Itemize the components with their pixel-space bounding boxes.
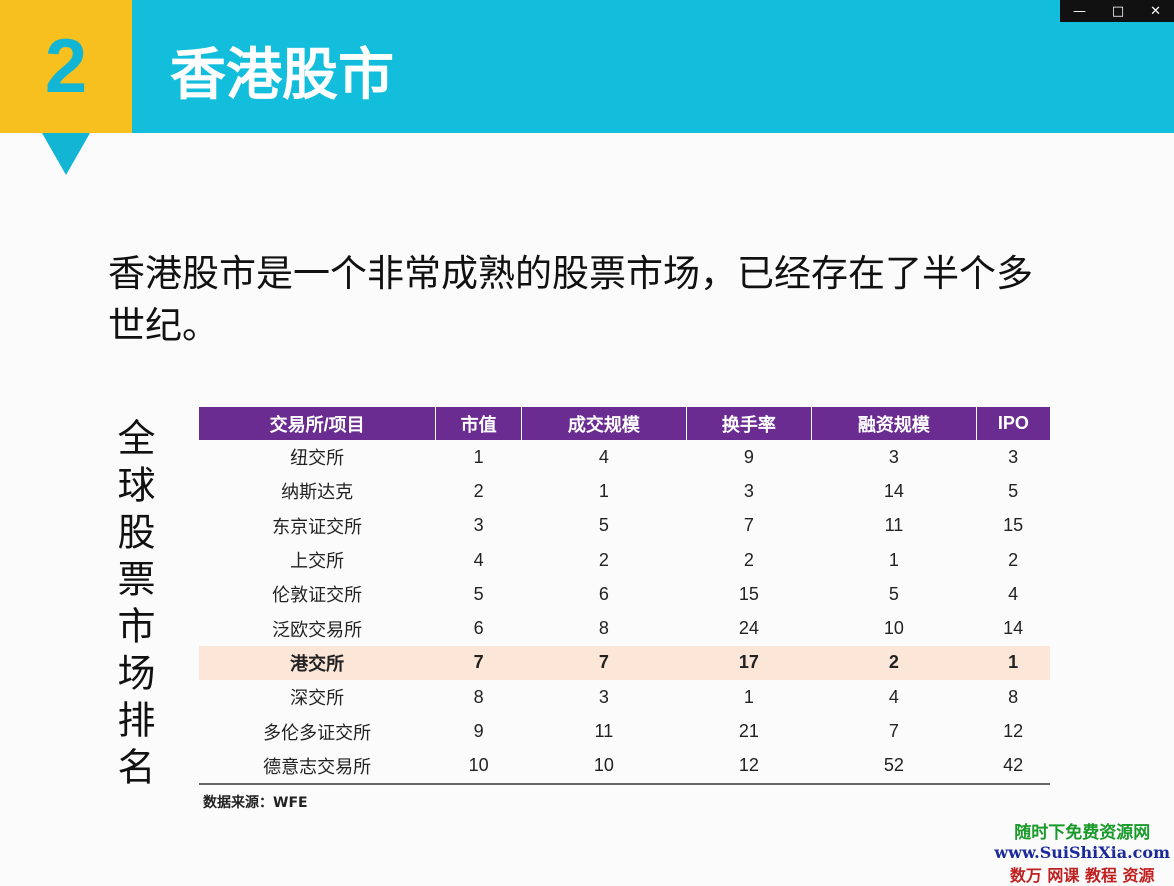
rank-cell: 1 (598, 480, 609, 501)
title-bar (132, 0, 1174, 133)
rank-cell: 5 (888, 583, 899, 604)
rank-cell: 14 (1003, 618, 1024, 639)
rank-cell: 21 (738, 721, 759, 742)
rank-cell: 2 (598, 549, 609, 570)
ranking-table: 交易所/项目 市值 成交规模 换手率 融资规模 IPO 纽交所 1 4 9 3 3 纳斯达克 2 1 3 14 5… (197, 407, 1051, 785)
close-button[interactable]: ✕ (1150, 3, 1161, 19)
exchange-cell: 多伦多证交所 (263, 722, 372, 743)
exchange-cell: 上交所 (290, 551, 345, 572)
rank-cell: 4 (888, 686, 899, 707)
exchange-cell: 纽交所 (290, 448, 345, 469)
column-header: 交易所/项目 (197, 407, 436, 440)
minimize-button[interactable]: — (1072, 3, 1086, 19)
rank-cell: 2 (473, 480, 484, 501)
column-header: 成交规模 (520, 407, 687, 440)
rank-cell: 1 (888, 549, 899, 570)
title: 香港股市 (170, 43, 394, 108)
rank-cell: 9 (473, 721, 484, 742)
rank-cell: 6 (473, 618, 484, 639)
rank-cell: 17 (686, 645, 812, 681)
rank-cell: 1 (976, 645, 1050, 681)
exchange-cell: 港交所 (198, 645, 436, 681)
table-row: 纳斯达克 2 1 3 14 5 (199, 474, 1051, 508)
column-header: 换手率 (685, 407, 812, 440)
rank-cell: 11 (594, 721, 614, 742)
window-controls: — □ ✕ (1060, 0, 1174, 22)
rank-cell: 3 (888, 446, 899, 467)
section-number: 2 (44, 24, 88, 109)
header-row: 交易所/项目 市值 成交规模 换手率 融资规模 IPO (197, 407, 1050, 440)
table-row: 伦敦证交所 5 6 15 5 4 (199, 577, 1051, 611)
rank-cell: 2 (743, 549, 754, 570)
rank-cell: 10 (468, 755, 489, 776)
rank-cell: 24 (738, 618, 759, 639)
source-note: 数据来源：WFE (203, 795, 308, 811)
column-header: 市值 (435, 407, 522, 440)
exchange-cell: 伦敦证交所 (272, 585, 363, 606)
rank-cell: 1 (743, 686, 754, 707)
number-box (0, 0, 132, 133)
rank-cell: 8 (1008, 686, 1019, 707)
rank-cell: 10 (883, 618, 904, 639)
exchange-cell: 纳斯达克 (281, 482, 354, 503)
exchange-cell: 深交所 (290, 688, 345, 709)
body-text: 香港股市是一个非常成熟的股票市场，已经存在了半个多世纪。 (108, 252, 1033, 347)
rank-cell: 10 (593, 755, 614, 776)
rank-cell: 3 (473, 515, 484, 536)
rank-cell: 15 (738, 583, 759, 604)
rank-cell: 52 (883, 755, 904, 776)
rank-cell: 7 (435, 645, 522, 681)
rank-cell: 4 (1008, 583, 1019, 604)
rank-cell: 2 (1008, 549, 1019, 570)
rank-cell: 12 (1003, 721, 1024, 742)
rank-cell: 7 (743, 515, 754, 536)
rank-cell: 5 (473, 583, 484, 604)
rank-cell: 3 (598, 686, 609, 707)
rank-cell: 9 (743, 446, 754, 467)
maximize-button[interactable]: □ (1111, 3, 1125, 19)
rank-cell: 3 (1008, 446, 1019, 467)
pointer (42, 133, 90, 175)
rank-cell: 7 (521, 645, 687, 681)
watermark-line: www.SuiShiXia.com (994, 843, 1170, 862)
table-row: 纽交所 1 4 9 3 3 (199, 440, 1051, 474)
watermark-line: 数万 网课 教程 资源 (1009, 866, 1155, 885)
rank-cell: 7 (888, 721, 899, 742)
rank-cell: 42 (1003, 755, 1024, 776)
rank-cell: 8 (598, 618, 609, 639)
rank-cell: 4 (598, 446, 609, 467)
rank-cell: 2 (811, 645, 977, 681)
rank-cell: 6 (598, 583, 609, 604)
exchange-cell: 德意志交易所 (263, 756, 372, 777)
table-row: 上交所 4 2 2 1 2 (199, 543, 1051, 577)
rank-cell: 4 (473, 549, 484, 570)
column-header: IPO (975, 407, 1050, 440)
table-row: 多伦多证交所 9 11 21 7 12 (199, 714, 1051, 748)
side-label: 全球股票市场排名 (111, 418, 155, 794)
rank-cell: 8 (473, 686, 484, 707)
table-row: 东京证交所 3 5 7 11 15 (199, 509, 1051, 543)
rank-cell: 5 (598, 515, 609, 536)
rank-cell: 11 (884, 515, 904, 536)
rank-cell: 12 (738, 755, 759, 776)
rank-cell: 15 (1003, 515, 1024, 536)
column-header: 融资规模 (811, 407, 977, 440)
watermark: 随时下免费资源网 www.SuiShiXia.com 数万 网课 教程 资源 (994, 818, 1170, 886)
exchange-cell: 东京证交所 (272, 516, 363, 537)
table-row: 德意志交易所 10 10 12 52 42 (199, 749, 1051, 784)
exchange-cell: 泛欧交易所 (272, 619, 363, 640)
rank-cell: 5 (1008, 480, 1019, 501)
watermark-line: 随时下免费资源网 (1014, 823, 1151, 843)
rank-cell: 14 (883, 480, 904, 501)
rank-cell: 1 (473, 446, 484, 467)
table-row: 泛欧交易所 6 8 24 10 14 (199, 611, 1051, 645)
table-row: 深交所 8 3 1 4 8 (199, 680, 1051, 714)
rank-cell: 3 (743, 480, 754, 501)
table-row: 港交所 7 7 17 2 1 (198, 645, 1050, 681)
